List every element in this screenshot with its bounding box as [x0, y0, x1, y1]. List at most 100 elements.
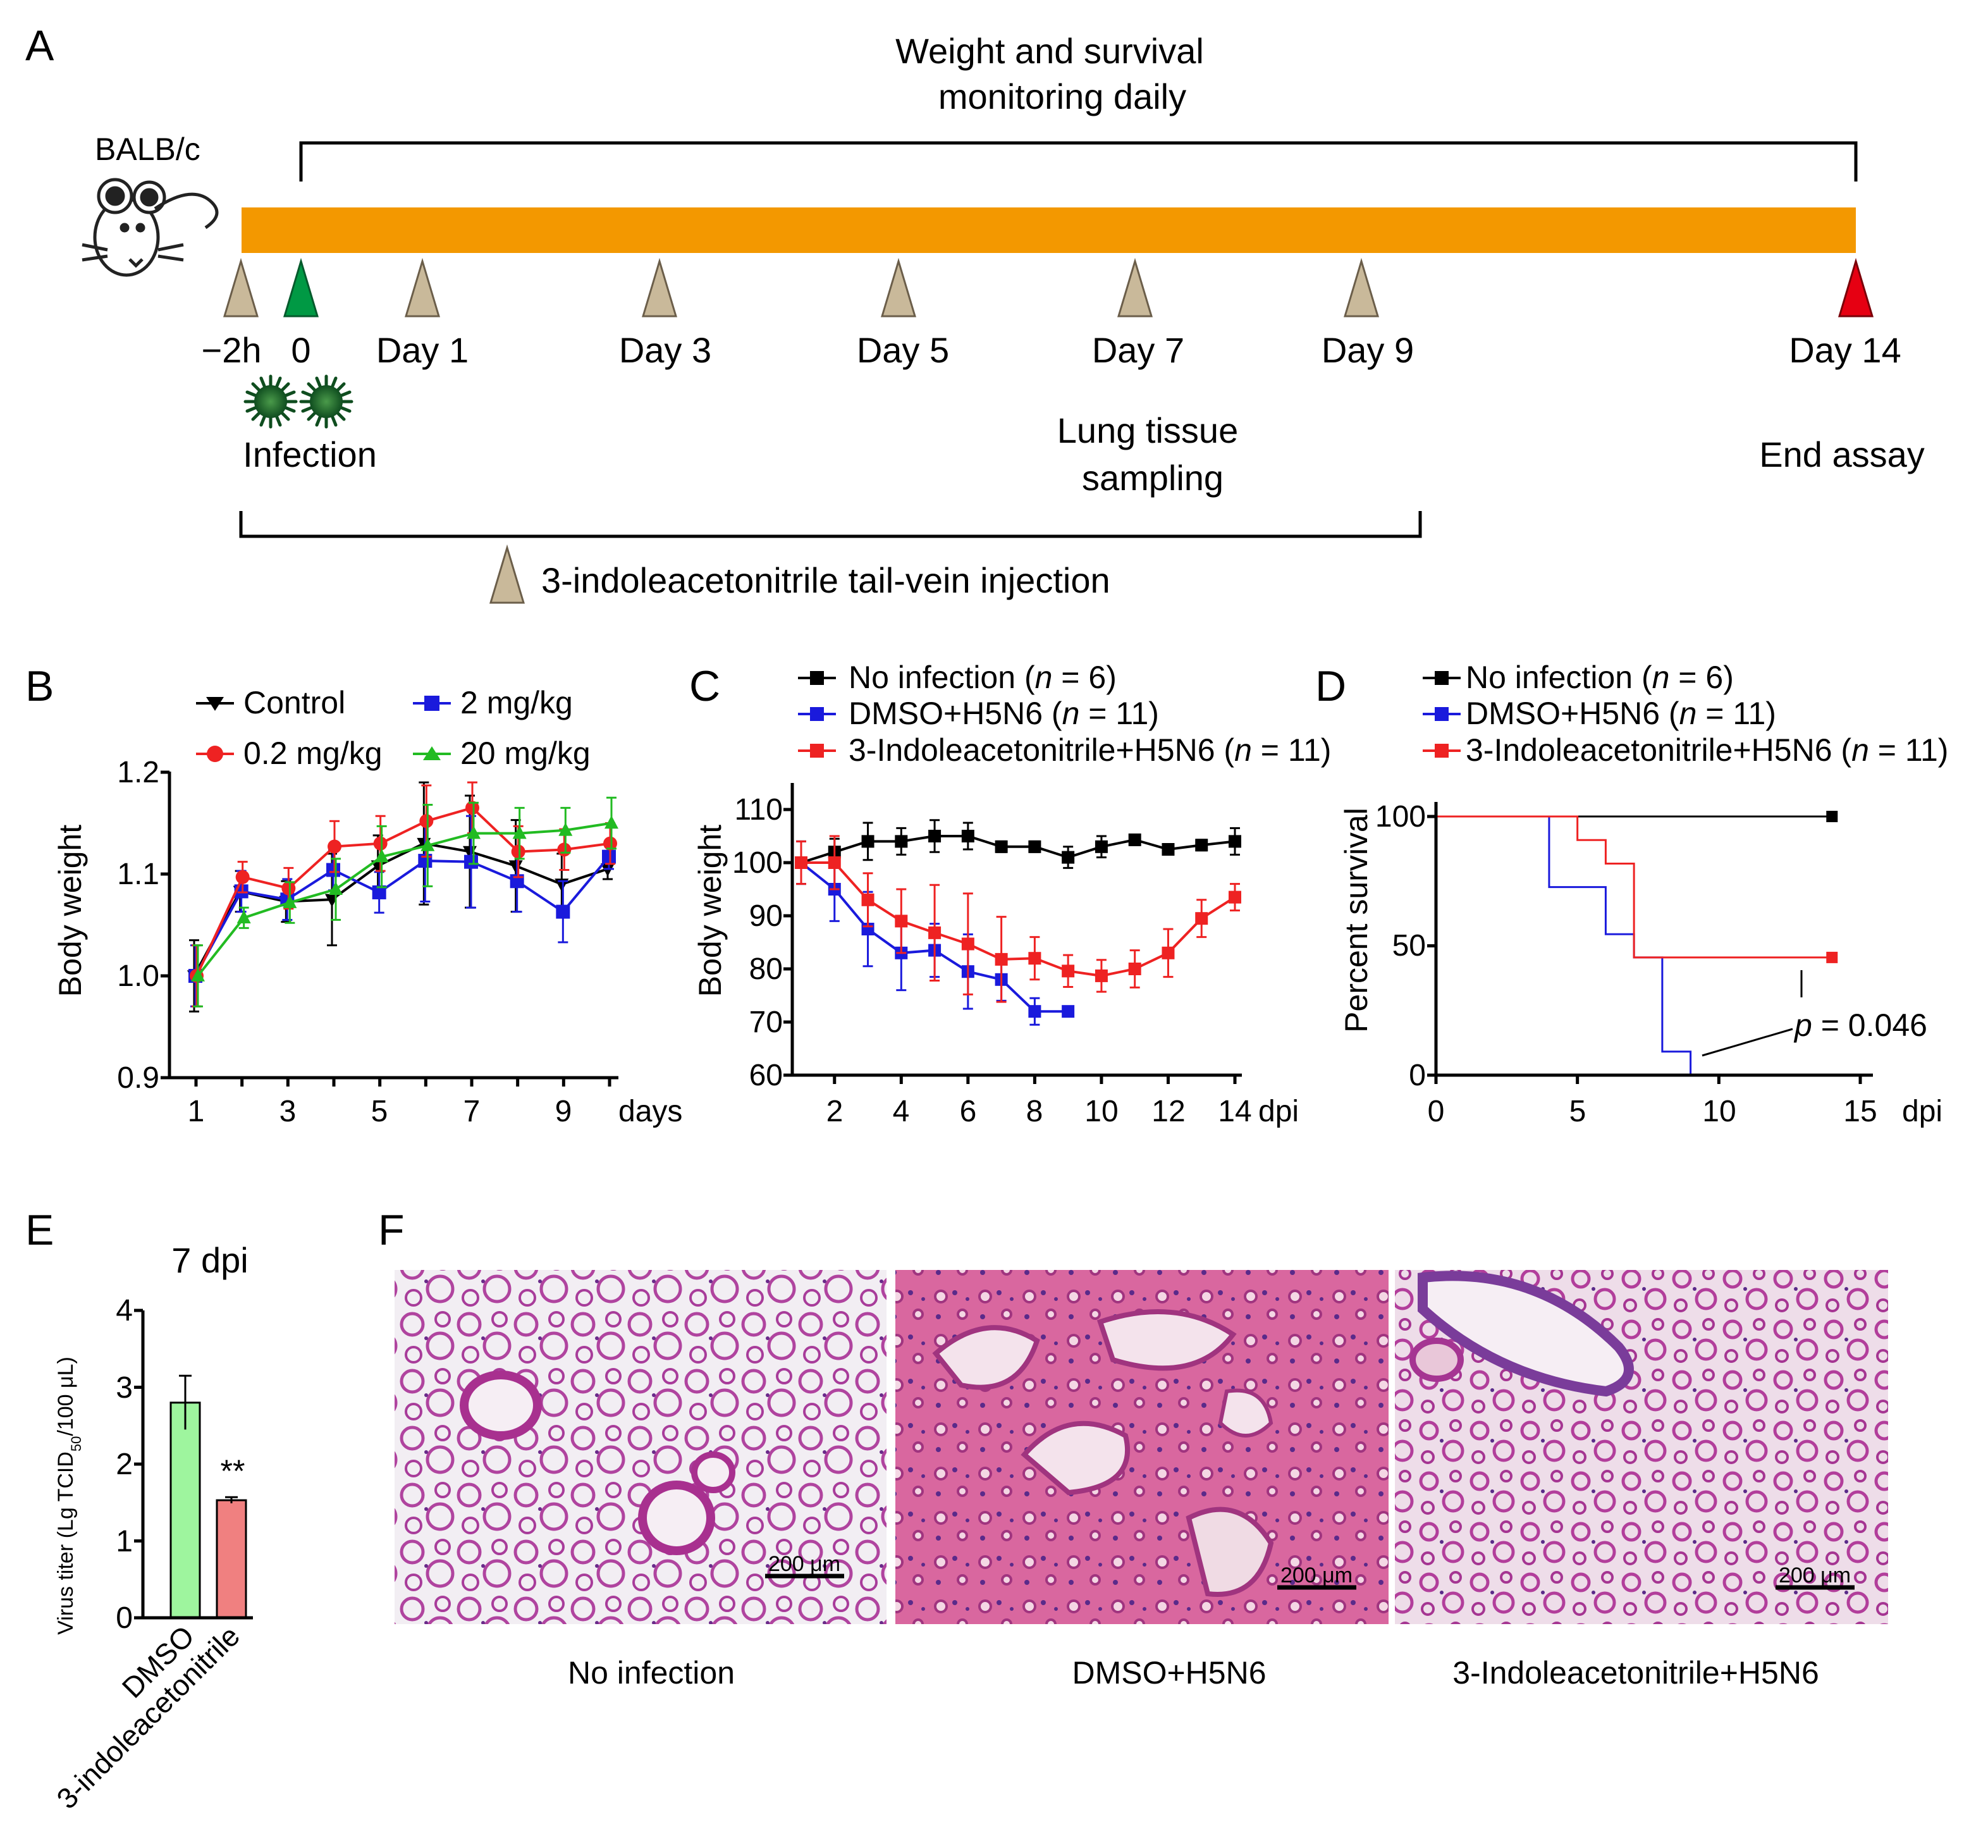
svg-text:Virus titer (Lg TCID50/100 μL): Virus titer (Lg TCID50/100 μL) [54, 1357, 84, 1635]
c-legend-3ia: 3-Indoleacetonitrile+H5N6 [849, 732, 1215, 768]
timepoint-day5: Day 5 [857, 330, 949, 370]
series-2-point [419, 814, 434, 829]
d-ylabel: Percent survival [1339, 808, 1374, 1033]
b-legend-marker-2mg [424, 696, 439, 711]
monitor-line-1: Weight and survival [895, 31, 1204, 71]
c-ylabel: Body weight [692, 825, 728, 997]
c-ytick-60: 60 [749, 1059, 783, 1092]
d-legend: No infection (n = 6) DMSO+H5N6 (n = 11) … [1423, 660, 1948, 768]
series-1-point [556, 904, 570, 919]
d-legend-dmso-n: 11 [1733, 696, 1765, 731]
series-2-point [1128, 963, 1141, 975]
b-xtick-1: 1 [188, 1095, 205, 1128]
c-ytick-80: 80 [749, 952, 783, 986]
series-2-point [795, 856, 807, 869]
mouse-icon [82, 178, 219, 277]
b-xtick-5: 5 [371, 1095, 388, 1128]
end-assay-label: End assay [1759, 434, 1925, 474]
series-1-point [326, 863, 340, 877]
series-2-point [895, 915, 908, 928]
injection-label: 3-indoleacetonitrile tail-vein injection [541, 560, 1110, 600]
c-ytick-70: 70 [749, 1006, 783, 1039]
series-2-point [557, 842, 572, 857]
monitoring-bracket [299, 141, 1858, 182]
b-ylabel: Body weight [52, 825, 88, 997]
scale-bar-3: 200 μm [1779, 1563, 1851, 1587]
series-0-point [1162, 843, 1175, 856]
c-plot-area [795, 819, 1241, 1026]
panel-d: D Percent survival 0 50 100 0 5 10 15 dp… [1315, 660, 1948, 1128]
e-ylabel-sub: 50 [68, 1436, 84, 1451]
series-3-point [604, 815, 618, 829]
b-axis-lines [168, 772, 618, 1080]
c-xtick-10: 10 [1084, 1095, 1118, 1128]
b-legend-2mg: 2 mg/kg [460, 685, 573, 720]
b-ytick-0: 0.9 [117, 1061, 159, 1095]
series-2-point [1095, 969, 1108, 982]
caption-3ia: 3-Indoleacetonitrile+H5N6 [1452, 1655, 1819, 1691]
c-legend-dmso-n: 11 [1115, 696, 1148, 731]
series-1-point [464, 854, 478, 869]
b-legend-marker-20mg [423, 746, 441, 760]
panel-a: A BALB/c Weight and survival monitoring … [25, 22, 1925, 604]
injection-marker-minus2h [223, 257, 259, 317]
e-ytick-4: 4 [116, 1294, 133, 1327]
caption-dmso: DMSO+H5N6 [1072, 1655, 1266, 1691]
panel-c: C Body weight 60 70 80 90 100 110 2 4 6 … [689, 660, 1331, 1128]
series-3-point [420, 837, 435, 851]
series-3-point [558, 822, 573, 836]
svg-text:No infection (n = 6): No infection (n = 6) [1466, 660, 1734, 695]
panel-f: F 200 μm 200 μm 200 μm No infect [378, 1206, 1888, 1691]
c-xtick-8: 8 [1026, 1095, 1043, 1128]
injection-marker-day3 [641, 257, 678, 317]
series-2-point [373, 836, 388, 851]
e-ytick-1: 1 [116, 1525, 133, 1558]
d-ticks [1427, 815, 1862, 1084]
c-legend-marker-3ia [810, 744, 824, 758]
caption-no-infection: No infection [568, 1655, 735, 1691]
series-2-point [1162, 946, 1175, 959]
timepoint-day7: Day 7 [1092, 330, 1184, 370]
series-1-point [372, 885, 386, 899]
timepoint-minus2h: −2h [202, 330, 262, 370]
c-legend-dmso: DMSO+H5N6 [849, 696, 1043, 731]
series-0-point [1229, 835, 1241, 848]
c-ytick-90: 90 [749, 899, 783, 933]
virus-icon [243, 374, 353, 429]
histology-image-no-infection: 200 μm [395, 1270, 887, 1624]
b-ytick-2: 1.1 [117, 858, 159, 891]
d-legend-marker-dmso [1435, 707, 1449, 721]
series-0-point [861, 835, 874, 848]
series-3-point [374, 849, 389, 863]
e-significance: ** [221, 1453, 245, 1489]
infection-marker-day0 [283, 257, 319, 317]
series-3-point [467, 825, 481, 839]
d-pvalue-leader [1702, 970, 1803, 1057]
d-xunit: dpi [1902, 1095, 1942, 1128]
d-legend-dmso: DMSO+H5N6 [1466, 696, 1660, 731]
series-0-point [1028, 840, 1041, 853]
monitor-line-2: monitoring daily [938, 77, 1186, 116]
series-2-point [465, 801, 479, 815]
e-ylabel-tail: /100 μL) [54, 1357, 78, 1436]
d-pvalue: = 0.046 [1821, 1007, 1927, 1043]
series-2-point [235, 870, 250, 884]
series-3-line [197, 822, 612, 977]
d-ytick-100: 100 [1375, 800, 1426, 834]
panel-label-e: E [25, 1206, 54, 1254]
series-0-point [1095, 840, 1108, 853]
svg-text:DMSO+H5N6 (n = 11): DMSO+H5N6 (n = 11) [849, 696, 1159, 731]
svg-text:DMSO+H5N6 (n = 11): DMSO+H5N6 (n = 11) [1466, 696, 1776, 731]
c-ticks [783, 808, 1237, 1084]
injection-marker-day9 [1343, 257, 1380, 317]
c-xunit: dpi [1258, 1095, 1299, 1128]
b-xtick-3: 3 [279, 1095, 297, 1128]
e-ytick-3: 3 [116, 1371, 133, 1405]
d-xtick-0: 0 [1428, 1095, 1445, 1128]
series-2-point [328, 839, 341, 854]
series-2-point [281, 881, 296, 896]
b-legend-control: Control [243, 685, 345, 720]
timeline-bar [242, 207, 1856, 253]
km-series-2-endpoint [1826, 951, 1838, 963]
